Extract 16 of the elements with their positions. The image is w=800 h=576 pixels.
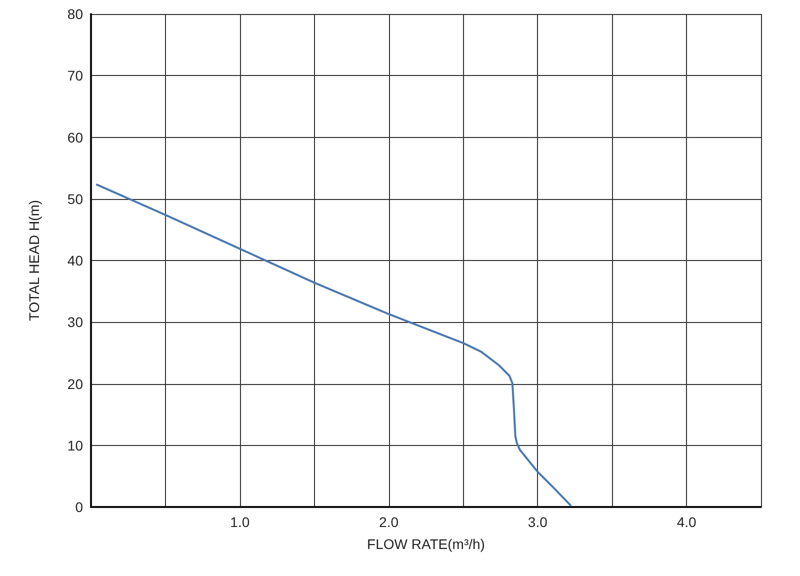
x-tick-label: 1.0 — [230, 514, 250, 530]
x-tick-label: 2.0 — [379, 514, 399, 530]
x-tick-label: 3.0 — [528, 514, 548, 530]
y-tick-label: 30 — [67, 314, 84, 330]
x-tick-label: 4.0 — [676, 514, 696, 530]
y-tick-label: 40 — [67, 252, 84, 268]
line-series — [96, 184, 572, 506]
y-tick-label: 20 — [67, 376, 84, 392]
y-tick-label: 60 — [67, 129, 84, 146]
y-axis-title: TOTAL HEAD H(m) — [26, 200, 42, 322]
x-axis-title: FLOW RATE(m³/h) — [367, 536, 485, 552]
y-tick-label: 70 — [67, 68, 84, 84]
y-tick-label: 0 — [75, 499, 84, 515]
y-tick-label: 80 — [67, 6, 84, 22]
y-tick-label: 50 — [67, 190, 84, 207]
y-tick-label: 10 — [67, 437, 84, 454]
